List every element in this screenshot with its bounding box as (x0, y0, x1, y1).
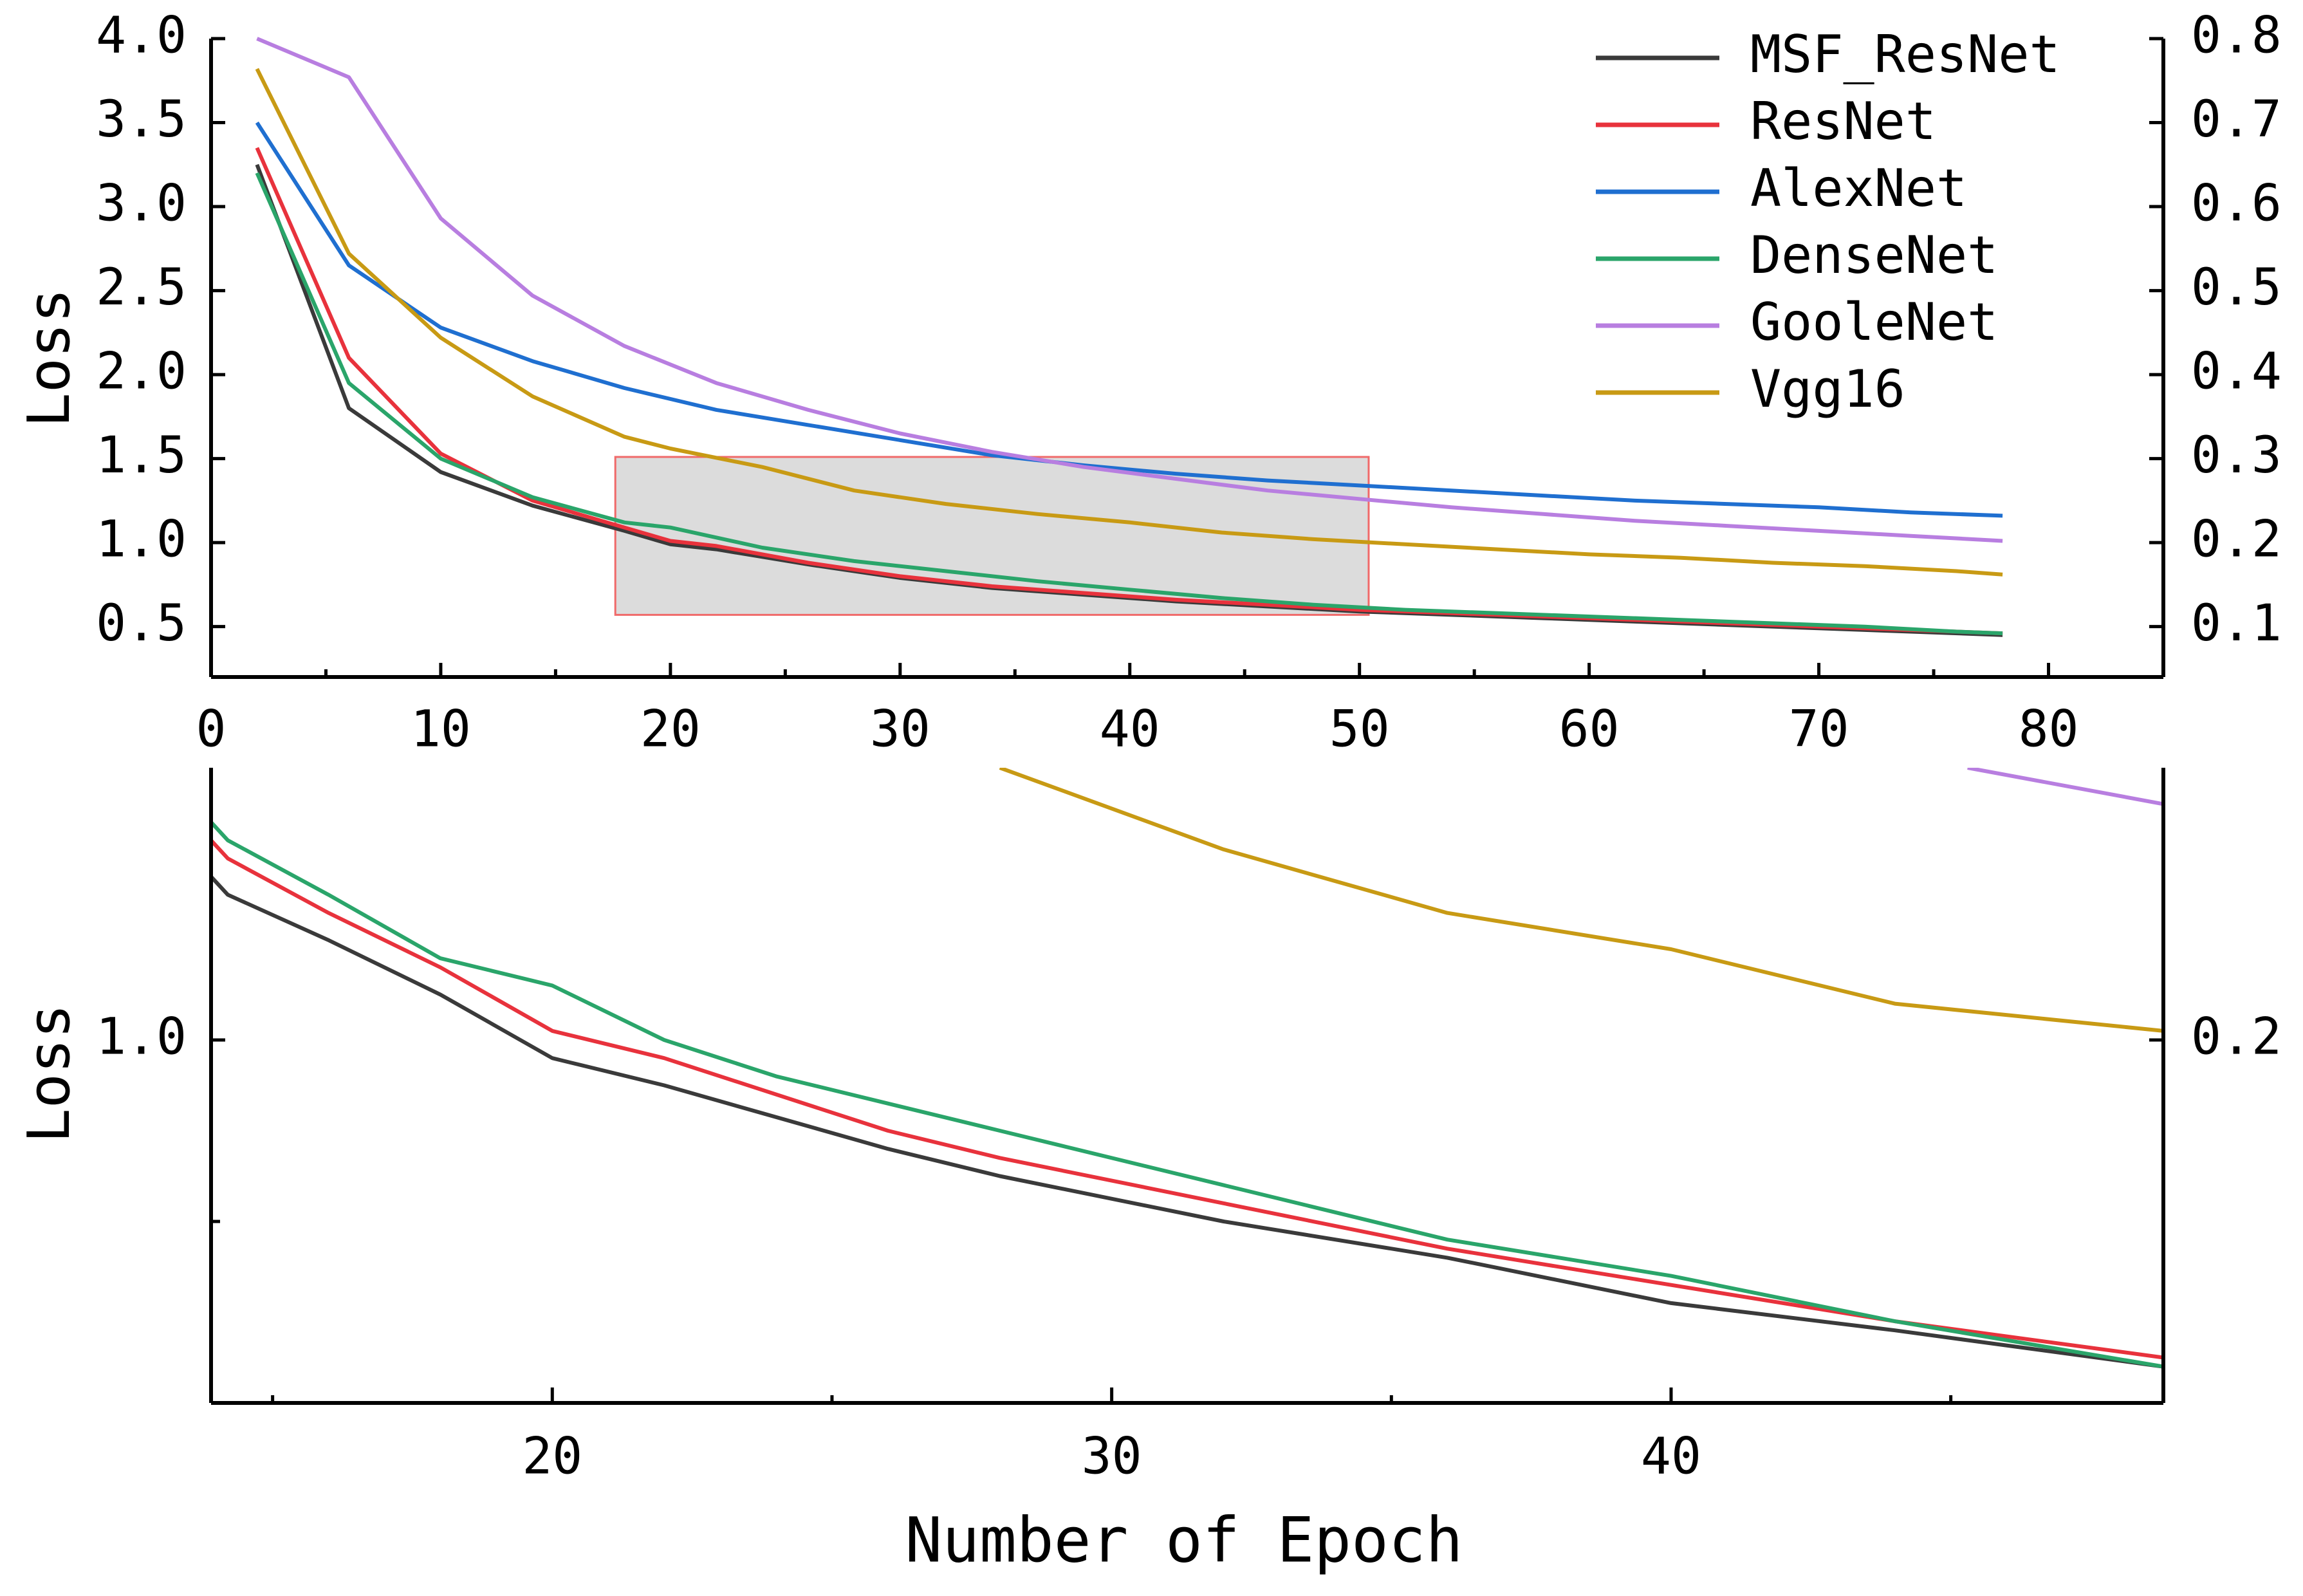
top-ytick-label-1: 1.0 (96, 511, 187, 569)
top-xtick-label-20: 20 (640, 700, 701, 758)
top-y2tick-label-0-2: 0.2 (2191, 511, 2282, 569)
top-series-line-vgg16 (255, 68, 2003, 577)
legend-label-goolenet: GooleNet (1750, 292, 1998, 352)
top-series-line-goolenet (256, 37, 2003, 543)
top-ytick-label-3: 3.0 (96, 175, 187, 233)
bottom-series-line-densenet (211, 821, 2163, 1369)
top-y-axis-label: Loss (15, 288, 83, 428)
bottom-series-line-goolenet (1967, 768, 2163, 806)
top-ytick-label-2: 2.0 (96, 343, 187, 401)
top-ytick-label-2-5: 2.5 (96, 259, 187, 317)
legend-label-resnet: ResNet (1750, 91, 1936, 151)
legend-label-vgg16: Vgg16 (1750, 359, 1905, 419)
legend-label-densenet: DenseNet (1750, 225, 1998, 285)
legend-label-msf-resnet: MSF_ResNet (1750, 24, 2060, 84)
top-series-line-alexnet (255, 121, 2003, 518)
bottom-x-axis-label: Number of Epoch (905, 1504, 1463, 1576)
bottom-series-line-vgg16 (999, 768, 2163, 1033)
top-ytick-label-1-5: 1.5 (96, 427, 187, 485)
bottom-series-line-msf-resnet (211, 875, 2163, 1369)
top-xtick-label-30: 30 (870, 700, 930, 758)
top-xtick-label-80: 80 (2019, 700, 2079, 758)
top-xtick-label-0: 0 (196, 700, 227, 758)
legend-label-alexnet: AlexNet (1750, 158, 1967, 218)
top-ytick-label-3-5: 3.5 (96, 91, 187, 149)
bottom-y-axis-label: Loss (15, 1004, 83, 1144)
top-y2tick-label-0-1: 0.1 (2191, 595, 2282, 653)
bottom-ytick-label-1: 1.0 (96, 1008, 187, 1066)
top-ytick-label-4: 4.0 (96, 6, 187, 64)
top-y2tick-label-0-6: 0.6 (2191, 175, 2282, 233)
top-xtick-label-50: 50 (1329, 700, 1390, 758)
top-y2tick-label-0-3: 0.3 (2191, 427, 2282, 485)
bottom-xtick-label-20: 20 (522, 1427, 582, 1485)
bottom-y2tick-label-0-2: 0.2 (2191, 1008, 2282, 1066)
top-y2tick-label-0-4: 0.4 (2191, 343, 2282, 401)
top-y2tick-label-0-5: 0.5 (2191, 259, 2282, 317)
bottom-xtick-label-30: 30 (1082, 1427, 1142, 1485)
top-y2tick-label-0-8: 0.8 (2191, 6, 2282, 64)
bottom-series-line-resnet (211, 839, 2163, 1360)
top-y2tick-label-0-7: 0.7 (2191, 91, 2282, 149)
top-series-line-densenet (255, 172, 2003, 636)
top-xtick-label-10: 10 (411, 700, 471, 758)
bottom-xtick-label-40: 40 (1641, 1427, 1701, 1485)
top-xtick-label-70: 70 (1789, 700, 1849, 758)
top-xtick-label-60: 60 (1559, 700, 1620, 758)
top-ytick-label-0-5: 0.5 (96, 595, 187, 653)
top-xtick-label-40: 40 (1100, 700, 1160, 758)
